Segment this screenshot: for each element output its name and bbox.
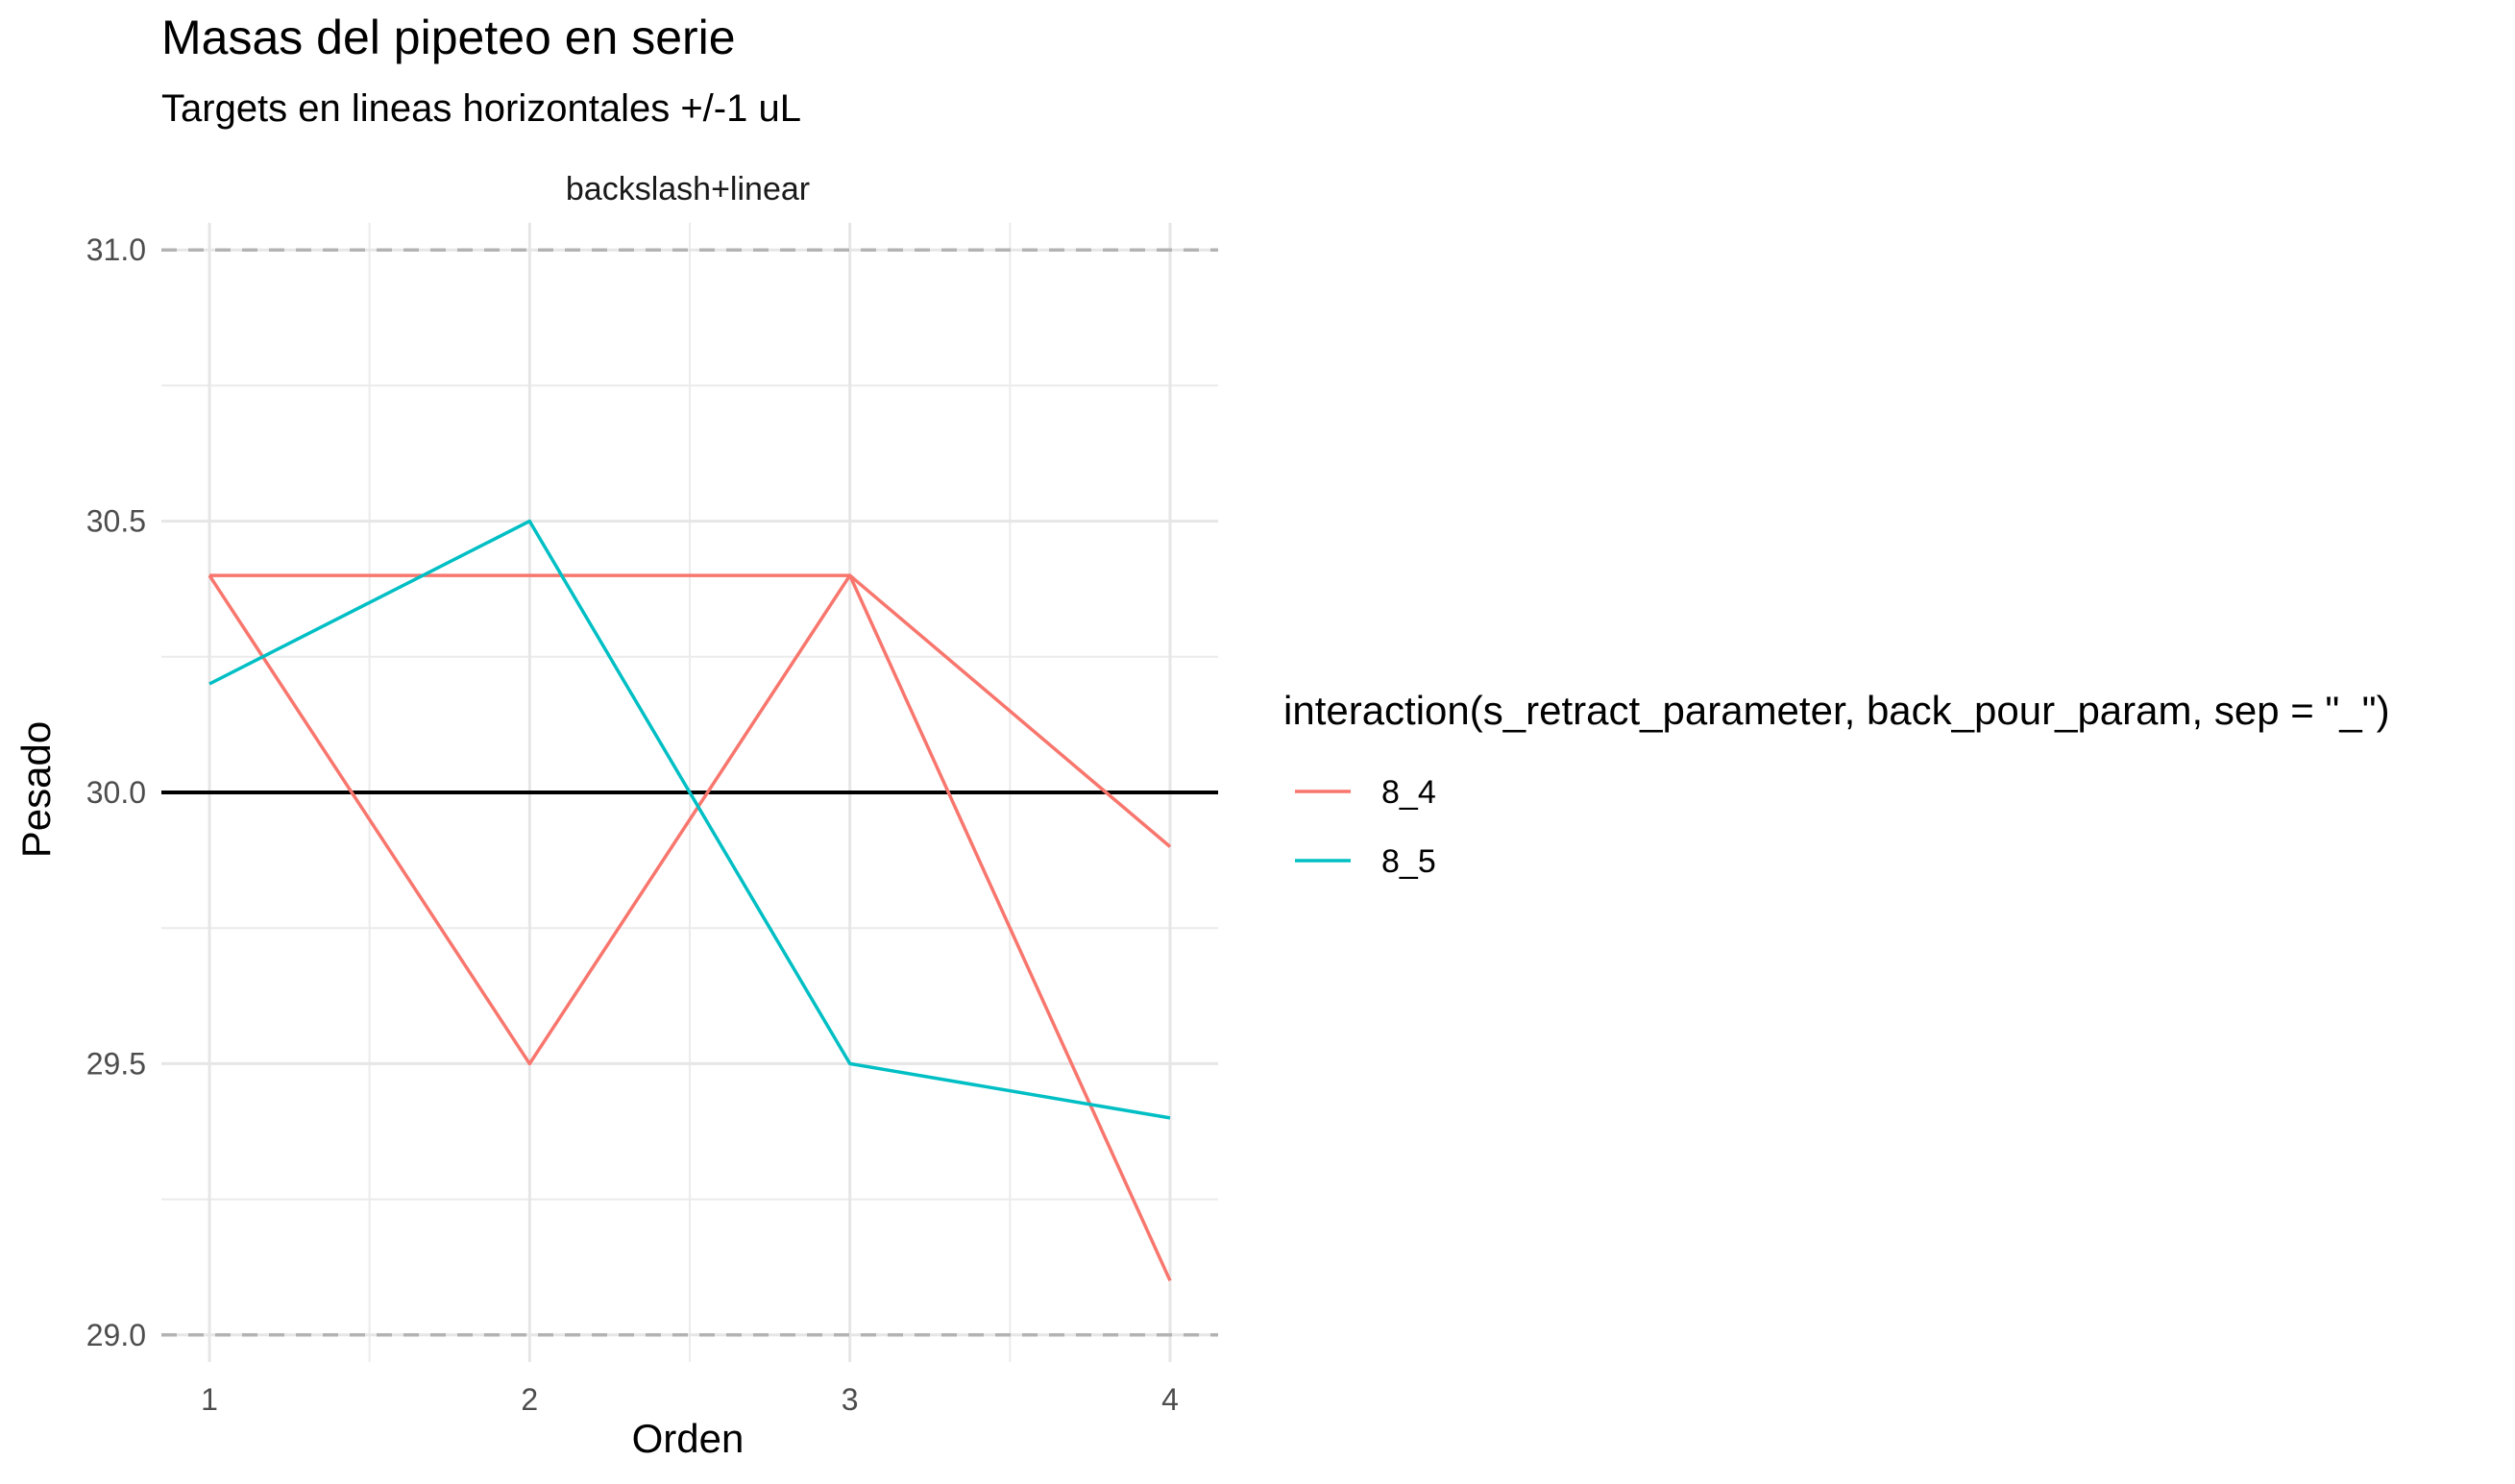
legend-label-8_4: 8_4 — [1381, 774, 1436, 811]
chart-title: Masas del pipeteo en serie — [161, 11, 736, 64]
legend-label-8_5: 8_5 — [1381, 843, 1436, 880]
facet-label: backslash+linear — [566, 171, 810, 207]
chart-subtitle: Targets en lineas horizontales +/-1 uL — [161, 87, 801, 130]
x-axis-title: Orden — [632, 1416, 745, 1461]
series-layer — [208, 519, 1172, 1282]
series-line-8_4 — [208, 573, 1172, 1282]
legend-title: interaction(s_retract_parameter, back_po… — [1283, 688, 2390, 733]
y-tick-label: 31.0 — [86, 232, 146, 267]
legend: interaction(s_retract_parameter, back_po… — [1283, 688, 2390, 880]
y-tick-label: 30.5 — [86, 504, 146, 539]
axis-ticks: 29.0 29.5 30.0 30.5 31.0 1 2 3 4 — [86, 232, 1179, 1417]
legend-items: 8_4 8_5 — [1295, 774, 1436, 880]
y-tick-label: 30.0 — [86, 775, 146, 810]
x-tick-label: 2 — [521, 1382, 538, 1417]
series-line-8_5 — [208, 519, 1171, 1120]
y-axis-title: Pesado — [13, 721, 59, 858]
series-line-8_4 — [209, 573, 1172, 848]
x-tick-label: 4 — [1161, 1382, 1179, 1417]
y-tick-label: 29.5 — [86, 1046, 146, 1081]
y-tick-label: 29.0 — [86, 1318, 146, 1352]
x-tick-label: 1 — [201, 1382, 218, 1417]
x-tick-label: 3 — [842, 1382, 859, 1417]
